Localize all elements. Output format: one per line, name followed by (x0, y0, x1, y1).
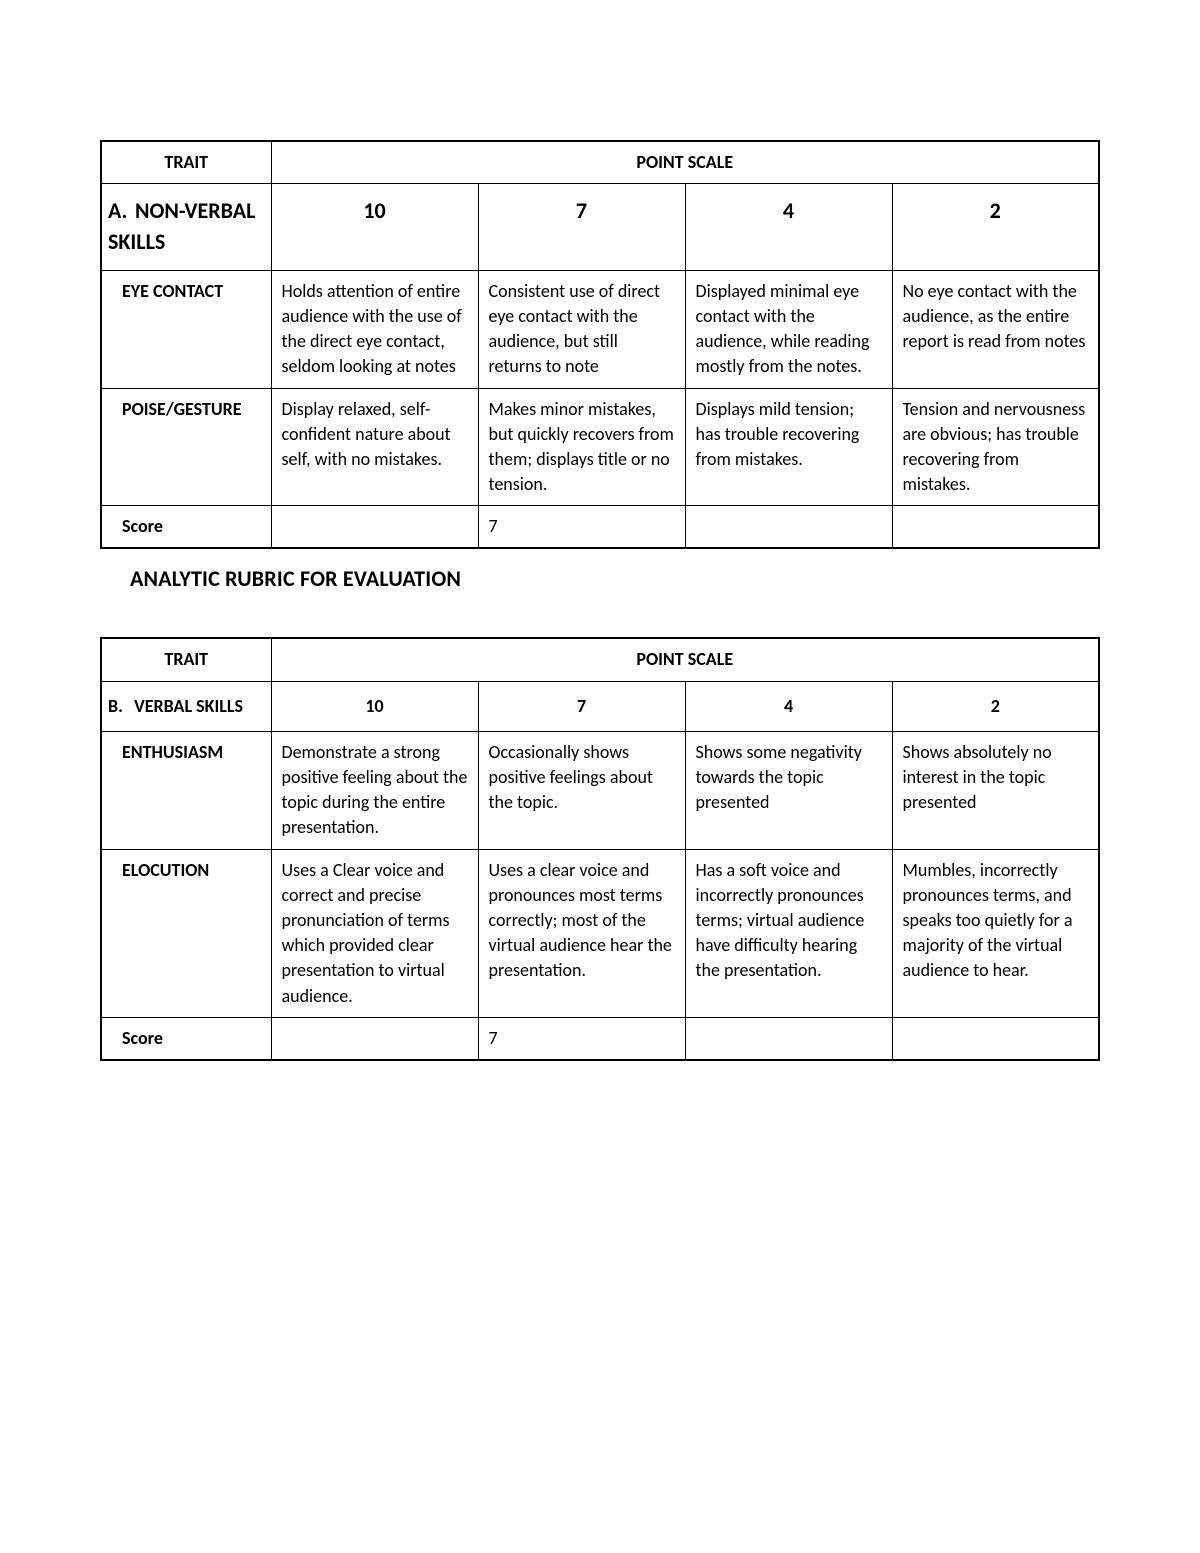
score-cell (271, 506, 478, 549)
trait-label: EYE CONTACT (101, 270, 271, 388)
cell: Uses a clear voice and pronounces most t… (478, 849, 685, 1017)
section-b-letter: B. (108, 694, 130, 719)
cell: Has a soft voice and incorrectly pronoun… (685, 849, 892, 1017)
point-value: 4 (685, 184, 892, 271)
cell: No eye contact with the audience, as the… (892, 270, 1099, 388)
point-value: 10 (271, 184, 478, 271)
cell: Mumbles, incorrectly pronounces terms, a… (892, 849, 1099, 1017)
rubric-table-a: TRAIT POINT SCALE A. NON-VERBAL SKILLS 1… (100, 140, 1100, 549)
section-a-row: A. NON-VERBAL SKILLS 10 7 4 2 (101, 184, 1099, 271)
header-row: TRAIT POINT SCALE (101, 638, 1099, 681)
point-value: 2 (892, 681, 1099, 731)
trait-label: ENTHUSIASM (101, 731, 271, 849)
section-b-name: VERBAL SKILLS (134, 695, 243, 717)
score-row: Score 7 (101, 1017, 1099, 1060)
header-point-scale: POINT SCALE (271, 638, 1099, 681)
cell: Tension and nervousness are obvious; has… (892, 388, 1099, 506)
section-a-name: NON-VERBAL SKILLS (108, 197, 255, 255)
point-value: 7 (478, 681, 685, 731)
cell: Shows absolutely no interest in the topi… (892, 731, 1099, 849)
rubric-table-b: TRAIT POINT SCALE B. VERBAL SKILLS 10 7 … (100, 637, 1100, 1060)
table-row: POISE/GESTURE Display relaxed, self-conf… (101, 388, 1099, 506)
cell: Display relaxed, self-confident nature a… (271, 388, 478, 506)
cell: Demonstrate a strong positive feeling ab… (271, 731, 478, 849)
score-cell (271, 1017, 478, 1060)
point-value: 7 (478, 184, 685, 271)
header-point-scale: POINT SCALE (271, 141, 1099, 184)
section-b-label: B. VERBAL SKILLS (101, 681, 271, 731)
cell: Consistent use of direct eye contact wit… (478, 270, 685, 388)
page-container: TRAIT POINT SCALE A. NON-VERBAL SKILLS 1… (0, 0, 1200, 1061)
trait-label: ELOCUTION (101, 849, 271, 1017)
score-cell (685, 506, 892, 549)
point-value: 2 (892, 184, 1099, 271)
section-b-row: B. VERBAL SKILLS 10 7 4 2 (101, 681, 1099, 731)
score-cell: 7 (478, 506, 685, 549)
score-label: Score (101, 506, 271, 549)
cell: Occasionally shows positive feelings abo… (478, 731, 685, 849)
table-row: ENTHUSIASM Demonstrate a strong positive… (101, 731, 1099, 849)
header-row: TRAIT POINT SCALE (101, 141, 1099, 184)
trait-label: POISE/GESTURE (101, 388, 271, 506)
cell: Makes minor mistakes, but quickly recove… (478, 388, 685, 506)
header-trait: TRAIT (101, 141, 271, 184)
score-cell (892, 1017, 1099, 1060)
cell: Displays mild tension; has trouble recov… (685, 388, 892, 506)
cell: Uses a Clear voice and correct and preci… (271, 849, 478, 1017)
table-row: EYE CONTACT Holds attention of entire au… (101, 270, 1099, 388)
score-cell (892, 506, 1099, 549)
table-row: ELOCUTION Uses a Clear voice and correct… (101, 849, 1099, 1017)
section-a-label: A. NON-VERBAL SKILLS (101, 184, 271, 271)
cell: Shows some negativity towards the topic … (685, 731, 892, 849)
rubric-title: ANALYTIC RUBRIC FOR EVALUATION (130, 565, 1100, 592)
score-cell (685, 1017, 892, 1060)
point-value: 10 (271, 681, 478, 731)
score-label: Score (101, 1017, 271, 1060)
score-row: Score 7 (101, 506, 1099, 549)
section-a-letter: A. (108, 196, 130, 227)
header-trait: TRAIT (101, 638, 271, 681)
point-value: 4 (685, 681, 892, 731)
cell: Displayed minimal eye contact with the a… (685, 270, 892, 388)
cell: Holds attention of entire audience with … (271, 270, 478, 388)
score-cell: 7 (478, 1017, 685, 1060)
